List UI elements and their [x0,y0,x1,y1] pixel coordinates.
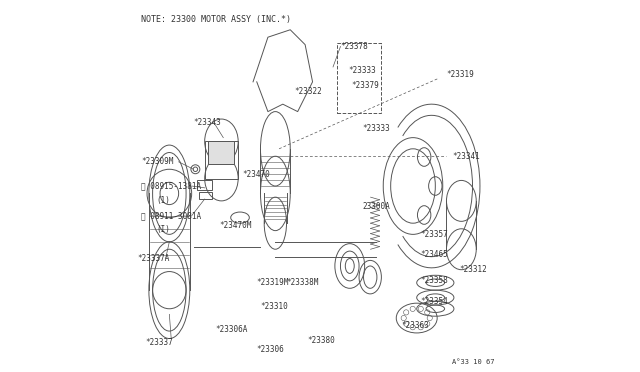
Text: *23338M: *23338M [287,278,319,287]
Text: 23300A: 23300A [363,202,390,211]
Text: *23354: *23354 [420,297,448,306]
Text: *23379: *23379 [351,81,380,90]
Text: *23310: *23310 [260,302,288,311]
Bar [197,180,212,190]
Bar [199,192,212,199]
Text: *23319: *23319 [447,70,474,79]
Text: *23337: *23337 [145,338,173,347]
Text: *23337A: *23337A [138,254,170,263]
Text: *23380: *23380 [307,336,335,345]
Text: *23363: *23363 [402,321,429,330]
Text: A°33 10 67: A°33 10 67 [452,359,495,365]
Text: *23465: *23465 [420,250,448,259]
Text: Ⓝ 08911-3081A: Ⓝ 08911-3081A [141,211,202,220]
Bar [205,141,238,179]
Text: NOTE: 23300 MOTOR ASSY (INC.*): NOTE: 23300 MOTOR ASSY (INC.*) [141,15,291,24]
Text: *23378: *23378 [340,42,368,51]
Text: *23357: *23357 [420,230,448,239]
Text: *23358: *23358 [420,276,448,285]
Text: *23333: *23333 [348,66,376,75]
Text: *23333: *23333 [363,124,390,133]
Text: *23341: *23341 [452,152,480,161]
Text: *23306A: *23306A [216,325,248,334]
Text: *23306: *23306 [257,345,285,354]
Text: *23470: *23470 [242,170,269,179]
Text: *23309M: *23309M [141,157,174,166]
Text: *23322: *23322 [294,87,322,96]
Text: (I): (I) [156,225,170,234]
Text: (1): (1) [156,196,170,205]
Text: *23312: *23312 [460,265,487,274]
Bar [209,141,234,164]
Text: Ⓟ 08915-1381A: Ⓟ 08915-1381A [141,182,202,190]
Bar [337,43,381,113]
Text: *23470M: *23470M [220,221,252,230]
Text: *23319M: *23319M [257,278,289,287]
Text: *23343: *23343 [193,118,221,127]
